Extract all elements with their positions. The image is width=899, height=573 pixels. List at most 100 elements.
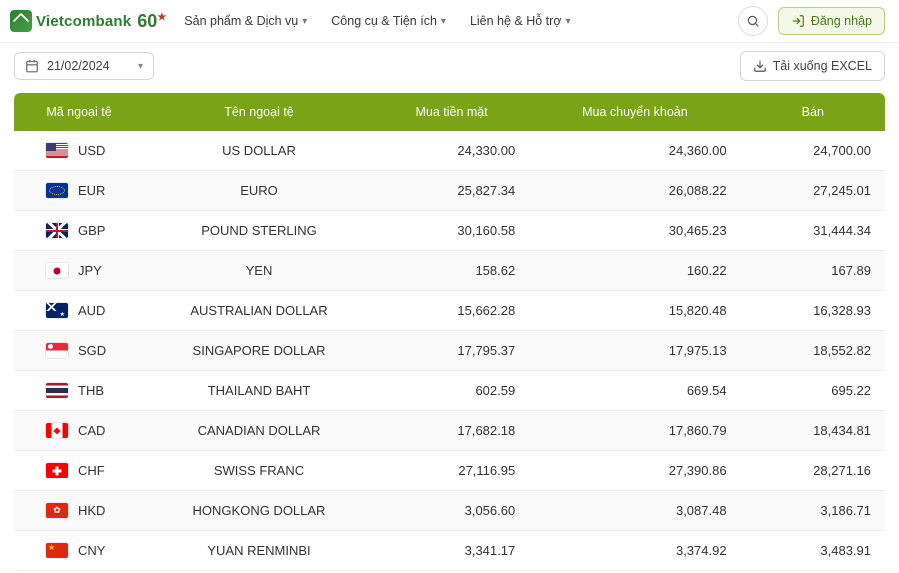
flag-icon — [46, 263, 68, 278]
brand-logo[interactable]: Vietcombank 60★ — [10, 10, 166, 32]
buy-transfer-value: 3,087.48 — [529, 491, 740, 531]
buy-cash-value: 30,160.58 — [374, 211, 529, 251]
currency-name: US DOLLAR — [144, 131, 374, 171]
toolbar: 21/02/2024 ▾ Tải xuống EXCEL — [0, 43, 899, 93]
date-value: 21/02/2024 — [47, 59, 110, 73]
currency-code-cell: EUR — [28, 183, 130, 198]
sell-value: 27,245.01 — [741, 171, 885, 211]
chevron-down-icon: ▾ — [138, 61, 143, 72]
nav-menu: Sản phẩm & Dịch vụ ▾ Công cụ & Tiện ích … — [184, 14, 570, 28]
currency-code: CNY — [78, 543, 105, 558]
chevron-down-icon: ▾ — [302, 16, 307, 27]
buy-cash-value: 3,056.60 — [374, 491, 529, 531]
currency-code: EUR — [78, 183, 105, 198]
sell-value: 18,434.81 — [741, 411, 885, 451]
table-row: GBPPOUND STERLING30,160.5830,465.2331,44… — [14, 211, 885, 251]
flag-icon — [46, 183, 68, 198]
login-label: Đăng nhập — [811, 14, 872, 28]
sell-value: 18,552.82 — [741, 331, 885, 371]
nav-item-tools[interactable]: Công cụ & Tiện ích ▾ — [331, 14, 446, 28]
flag-icon — [46, 143, 68, 158]
nav-item-products[interactable]: Sản phẩm & Dịch vụ ▾ — [184, 14, 307, 28]
currency-code: GBP — [78, 223, 105, 238]
flag-icon — [46, 303, 68, 318]
search-icon — [746, 14, 760, 28]
currency-name: EURO — [144, 171, 374, 211]
currency-name: AUSTRALIAN DOLLAR — [144, 291, 374, 331]
sell-value: 3,483.91 — [741, 531, 885, 571]
currency-code: AUD — [78, 303, 105, 318]
excel-label: Tải xuống EXCEL — [773, 59, 872, 73]
buy-cash-value: 602.59 — [374, 371, 529, 411]
currency-code-cell: AUD — [28, 303, 130, 318]
currency-code-cell: HKD — [28, 503, 130, 518]
currency-code-cell: JPY — [28, 263, 130, 278]
currency-name: YUAN RENMINBI — [144, 531, 374, 571]
flag-icon — [46, 503, 68, 518]
sell-value: 31,444.34 — [741, 211, 885, 251]
table-row: SGD SINGAPORE DOLLAR17,795.3717,975.1318,… — [14, 331, 885, 371]
download-icon — [753, 59, 767, 73]
buy-transfer-value: 17,975.13 — [529, 331, 740, 371]
currency-code: JPY — [78, 263, 102, 278]
flag-icon — [46, 223, 68, 238]
currency-name: CANADIAN DOLLAR — [144, 411, 374, 451]
login-button[interactable]: Đăng nhập — [778, 7, 885, 35]
table-row: CHFSWISS FRANC27,116.9527,390.8628,271.1… — [14, 451, 885, 491]
th-buy-cash: Mua tiền mặt — [374, 93, 529, 131]
sell-value: 28,271.16 — [741, 451, 885, 491]
table-row: USDUS DOLLAR24,330.0024,360.0024,700.00 — [14, 131, 885, 171]
sell-value: 695.22 — [741, 371, 885, 411]
currency-name: SWISS FRANC — [144, 451, 374, 491]
currency-code-cell: CHF — [28, 463, 130, 478]
table-row: EUR EURO25,827.3426,088.2227,245.01 — [14, 171, 885, 211]
chevron-down-icon: ▾ — [566, 16, 571, 27]
buy-cash-value: 15,662.28 — [374, 291, 529, 331]
buy-cash-value: 17,795.37 — [374, 331, 529, 371]
search-button[interactable] — [738, 6, 768, 36]
currency-code: THB — [78, 383, 104, 398]
buy-cash-value: 158.62 — [374, 251, 529, 291]
buy-cash-value: 17,682.18 — [374, 411, 529, 451]
currency-code: HKD — [78, 503, 105, 518]
currency-code: USD — [78, 143, 105, 158]
flag-icon — [46, 423, 68, 438]
buy-transfer-value: 15,820.48 — [529, 291, 740, 331]
currency-name: YEN — [144, 251, 374, 291]
buy-transfer-value: 160.22 — [529, 251, 740, 291]
buy-transfer-value: 669.54 — [529, 371, 740, 411]
flag-icon — [46, 383, 68, 398]
table-row: CNYYUAN RENMINBI3,341.173,374.923,483.91 — [14, 531, 885, 571]
buy-cash-value: 24,330.00 — [374, 131, 529, 171]
buy-cash-value: 3,341.17 — [374, 531, 529, 571]
buy-transfer-value: 27,390.86 — [529, 451, 740, 491]
table-row: JPY YEN158.62160.22167.89 — [14, 251, 885, 291]
currency-code: SGD — [78, 343, 106, 358]
calendar-icon — [25, 59, 39, 73]
buy-transfer-value: 30,465.23 — [529, 211, 740, 251]
currency-code: CAD — [78, 423, 105, 438]
th-name: Tên ngoại tệ — [144, 93, 374, 131]
download-excel-button[interactable]: Tải xuống EXCEL — [740, 51, 885, 81]
th-sell: Bán — [741, 93, 885, 131]
brand-badge: 60★ — [137, 11, 166, 32]
currency-code-cell: GBP — [28, 223, 130, 238]
top-nav: Vietcombank 60★ Sản phẩm & Dịch vụ ▾ Côn… — [0, 0, 899, 43]
table-row: AUDAUSTRALIAN DOLLAR15,662.2815,820.4816… — [14, 291, 885, 331]
currency-code-cell: USD — [28, 143, 130, 158]
login-icon — [791, 14, 805, 28]
buy-transfer-value: 26,088.22 — [529, 171, 740, 211]
brand-name: Vietcombank — [36, 13, 131, 30]
logo-mark-icon — [10, 10, 32, 32]
flag-icon — [46, 463, 68, 478]
th-code: Mã ngoại tệ — [14, 93, 144, 131]
sell-value: 3,186.71 — [741, 491, 885, 531]
sell-value: 167.89 — [741, 251, 885, 291]
currency-name: SINGAPORE DOLLAR — [144, 331, 374, 371]
date-picker[interactable]: 21/02/2024 ▾ — [14, 52, 154, 80]
buy-cash-value: 25,827.34 — [374, 171, 529, 211]
chevron-down-icon: ▾ — [441, 16, 446, 27]
nav-item-contact[interactable]: Liên hệ & Hỗ trợ ▾ — [470, 14, 571, 28]
currency-code-cell: THB — [28, 383, 130, 398]
nav-label: Sản phẩm & Dịch vụ — [184, 14, 298, 28]
